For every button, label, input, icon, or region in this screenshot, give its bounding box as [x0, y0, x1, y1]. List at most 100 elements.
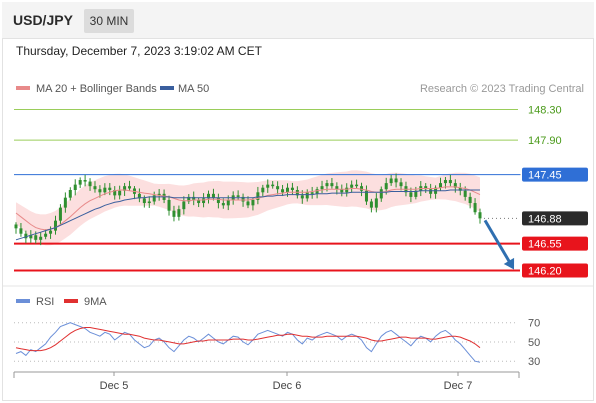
- candle-body: [355, 184, 359, 187]
- rsi-line: [15, 322, 481, 363]
- candle-body: [335, 186, 339, 190]
- candle-body: [68, 190, 72, 198]
- candle-body: [399, 182, 403, 187]
- forecast-arrow-shaft: [483, 219, 513, 266]
- candle-body: [305, 192, 309, 199]
- candle-body: [473, 203, 477, 213]
- candle-body: [374, 198, 378, 208]
- candle-body: [364, 190, 368, 202]
- candle-body: [271, 184, 275, 187]
- timeframe-badge[interactable]: 30 MIN: [84, 9, 134, 33]
- candle-body: [108, 187, 112, 190]
- candle-body: [281, 189, 285, 193]
- time-axis-label: Dec 5: [100, 380, 129, 392]
- rsi-legend-label: RSI: [36, 296, 54, 308]
- rsi-tick-label: 30: [528, 356, 540, 368]
- candle-body: [340, 189, 344, 193]
- candle-body: [98, 189, 102, 193]
- candle-body: [78, 180, 82, 185]
- candle-body: [39, 236, 43, 240]
- level-label: 148.30: [528, 105, 562, 117]
- candle-body: [384, 183, 388, 190]
- candle-body: [345, 187, 349, 193]
- candle-body: [394, 178, 398, 183]
- price-plot: 148.30 147.90 147.45 146.88 146.55 146.20: [14, 105, 588, 278]
- candle-body: [29, 235, 33, 239]
- candle-body: [211, 193, 215, 198]
- candle-body: [83, 180, 87, 182]
- time-axis: Dec 5 Dec 6 Dec 7: [13, 371, 520, 392]
- candle-body: [458, 187, 462, 191]
- candle-body: [350, 184, 354, 188]
- candle-body: [325, 183, 329, 187]
- candle-body: [63, 197, 67, 208]
- candle-body: [187, 196, 191, 202]
- candle-body: [123, 186, 127, 191]
- support-level-tag: [522, 236, 588, 251]
- chart-datetime: Thursday, December 7, 2023 3:19:02 AM CE…: [16, 44, 262, 58]
- candle-body: [197, 199, 201, 204]
- candle-body: [113, 190, 117, 196]
- candle-body: [285, 187, 289, 193]
- support-level-tag: [522, 263, 588, 278]
- ma20-line: [15, 186, 481, 231]
- candle-body: [157, 193, 161, 196]
- rsi-tick-label: 70: [528, 318, 540, 330]
- candle-body: [58, 207, 62, 221]
- chart-header: USD/JPY 30 MIN: [2, 2, 594, 39]
- candle-body: [118, 190, 122, 196]
- ma-bb-legend-swatch: [16, 86, 30, 90]
- candle-body: [167, 199, 171, 211]
- candle-body: [19, 228, 23, 234]
- candle-body: [310, 192, 314, 194]
- candle-body: [478, 212, 482, 219]
- current-level-tag: [522, 211, 588, 226]
- rsi-ma-line: [15, 327, 481, 352]
- candle-body: [24, 233, 28, 239]
- rsi-plot: 70 50 30: [14, 318, 540, 368]
- candle-body: [202, 198, 206, 204]
- candle-body: [246, 201, 250, 206]
- candle-body: [300, 195, 304, 199]
- candle-body: [103, 187, 107, 193]
- candle-body: [276, 186, 280, 190]
- candle-body: [93, 186, 97, 190]
- candle-body: [369, 201, 373, 208]
- level-label: 147.90: [528, 135, 562, 147]
- candle-body: [360, 186, 364, 191]
- pivot-level-tag: [522, 167, 588, 182]
- candle-body: [177, 209, 181, 217]
- candle-body: [315, 189, 319, 194]
- candle-body: [429, 189, 433, 194]
- ma50-line: [15, 189, 480, 241]
- candle-body: [192, 196, 196, 200]
- forecast-arrow-head: [503, 257, 515, 270]
- candle-body: [221, 203, 225, 206]
- candle-body: [128, 186, 132, 189]
- candle-body: [236, 195, 240, 197]
- candle-body: [463, 190, 467, 197]
- level-label: 146.88: [528, 213, 562, 225]
- time-axis-label: Dec 7: [444, 380, 473, 392]
- ma50-legend-swatch: [160, 86, 174, 90]
- candle-body: [53, 220, 57, 231]
- candle-body: [448, 180, 452, 184]
- candle-body: [49, 230, 53, 234]
- candle-body: [152, 195, 156, 202]
- ma50-legend-label: MA 50: [178, 83, 209, 95]
- candle-body: [147, 201, 151, 204]
- candle-body: [216, 197, 220, 204]
- candle-body: [320, 186, 324, 190]
- candle-body: [266, 184, 270, 188]
- level-label: 147.45: [528, 170, 562, 182]
- candle-body: [424, 186, 428, 190]
- rsi-ma-legend-label: 9MA: [84, 296, 107, 308]
- ma-bb-legend-label: MA 20 + Bollinger Bands: [36, 83, 157, 95]
- candle-body: [44, 233, 48, 237]
- candle-body: [172, 210, 176, 217]
- candle-body: [389, 178, 393, 184]
- candle-body: [251, 199, 255, 206]
- symbol-label: USD/JPY: [13, 12, 73, 28]
- candle-body: [261, 187, 265, 193]
- candle-body: [453, 183, 457, 188]
